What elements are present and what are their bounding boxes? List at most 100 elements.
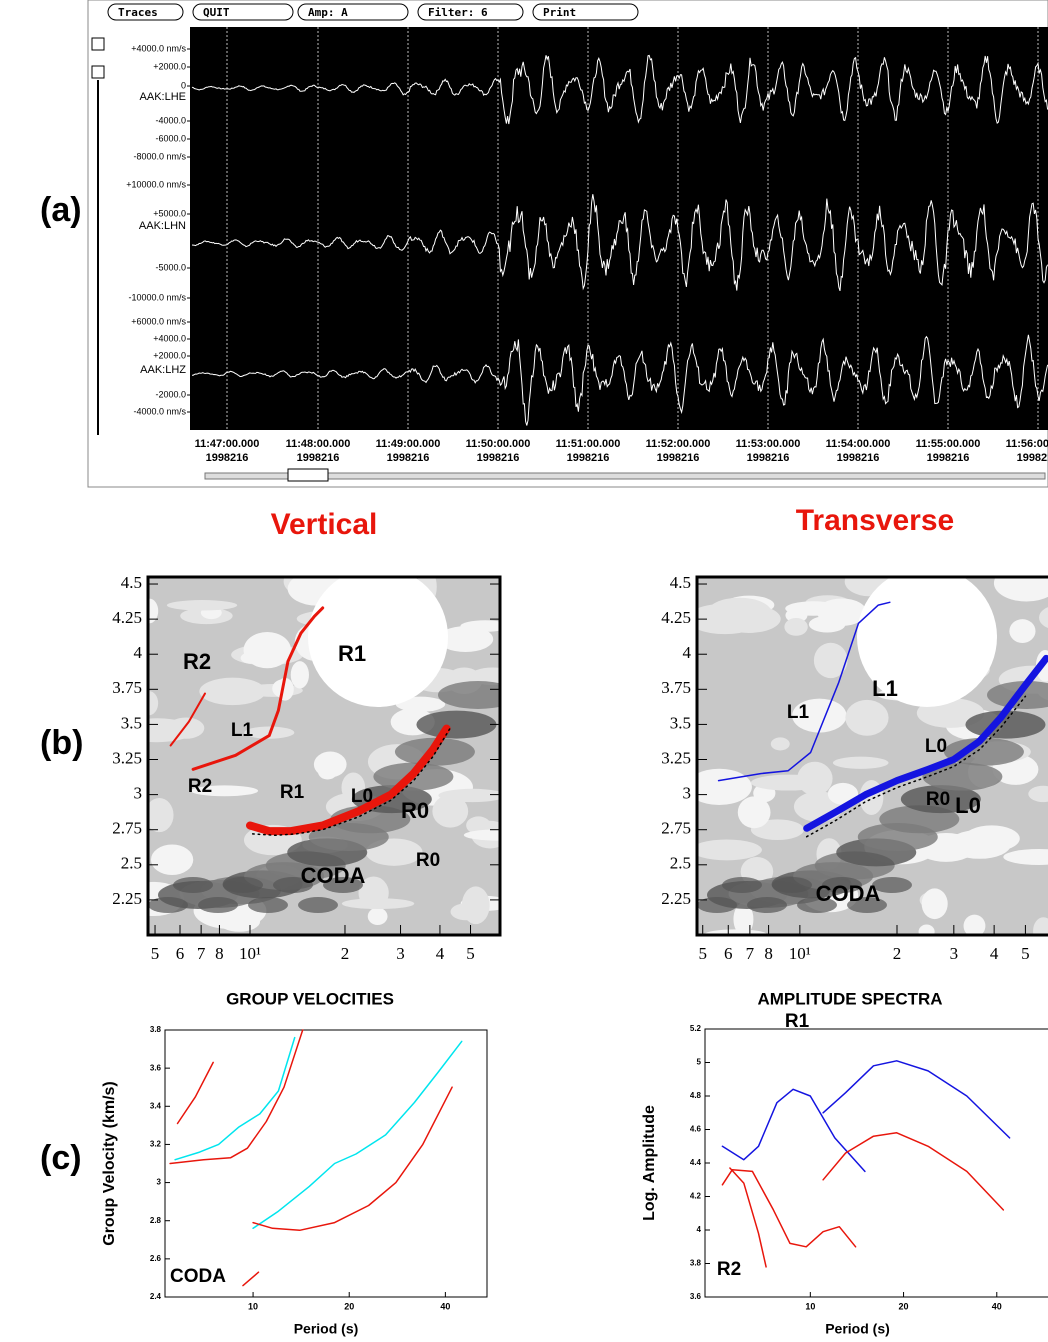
contour-level [918,924,935,935]
chart-title: Vertical [271,508,378,541]
series-label: L0 [955,793,981,818]
contour-level [943,737,1024,766]
series-line [721,1168,857,1248]
x-tick-label: 8 [215,944,224,963]
contour-level [847,897,887,913]
series-label: L0 [351,786,373,807]
contour-level [872,877,912,893]
toolbar-button[interactable] [107,3,184,21]
trace-tick-label: -10000.0 nm/s [128,292,186,302]
plot-frame [146,575,502,937]
date-label: 1998216 [747,452,790,464]
x-tick-label: 5 [1021,944,1030,963]
trace-tick-label: +4000.0 [153,333,186,343]
y-tick-label: 4.25 [112,608,142,627]
time-label: 11:51:00.000 [556,438,621,450]
contour-level [1039,607,1048,628]
trace-tick-label: +2000.0 [153,350,186,360]
contour-level [150,844,194,876]
y-tick-label: 3.8 [150,1025,162,1034]
contour-level [173,877,213,893]
series-line [729,1167,767,1268]
time-label: 11:49:00.000 [376,438,441,450]
toolbar-button[interactable] [192,3,294,21]
y-tick-label: 3.75 [112,678,142,697]
contour-level [148,690,159,716]
series-line [721,1088,866,1173]
y-tick-label: 3 [683,784,692,803]
x-tick-label: 40 [440,1301,450,1311]
y-axis-label: Group Velocity (km/s) [101,1081,118,1245]
trace-tick-label: -8000.0 nm/s [133,151,186,161]
toolbar-button-label: Amp: A [308,6,348,19]
series-line [191,606,325,771]
series-line [174,1036,296,1161]
series-line [242,1271,260,1287]
y-tick-label: 4 [134,643,143,662]
toolbar-button[interactable] [297,3,409,21]
contour-level [432,794,469,828]
series-line [251,727,451,837]
y-tick-label: 2.5 [670,854,691,873]
x-tick-label: 10¹ [789,944,811,963]
contour-level [463,829,500,841]
contour-image [148,577,500,935]
trace-area [190,27,1048,430]
contour-level [816,598,867,626]
plot-frame [164,1029,488,1298]
date-label: 1998216 [477,452,520,464]
contour-level [922,762,1003,791]
scroll-down[interactable] [91,65,105,79]
plot-frame [695,575,1048,937]
x-tick-label: 2 [341,944,350,963]
trace-name: AAK:LHE [140,91,186,103]
h-scroll-thumb[interactable] [287,468,329,482]
y-tick-label: 3 [157,1178,162,1187]
x-tick-label: 7 [197,944,206,963]
time-label: 11:50:00.000 [466,438,531,450]
contour-level [747,897,787,913]
contour-level [900,785,981,814]
x-tick-label: 20 [344,1301,354,1311]
contour-level [963,914,986,935]
y-tick-label: 3.6 [690,1292,702,1301]
x-tick-label: 8 [764,944,773,963]
x-tick-label: 6 [176,944,185,963]
y-tick-label: 3.5 [670,713,691,732]
contour-level [395,696,446,712]
contour-level [148,598,159,624]
contour-level [921,888,948,920]
contour-level [308,577,448,707]
y-tick-label: 5.2 [690,1024,702,1033]
x-axis-label: Period (s) [294,1321,359,1337]
x-tick-label: 7 [746,944,755,963]
toolbar-button[interactable] [417,3,524,21]
y-tick-label: 3.4 [150,1101,162,1110]
x-tick-label: 2 [893,944,902,963]
y-tick-label: 3.25 [112,748,142,767]
contour-level [827,782,859,805]
y-tick-label: 2.6 [150,1254,162,1263]
h-scrollbar[interactable] [204,472,1046,480]
contour-level [438,788,500,803]
series-label: R0 [416,850,440,871]
contour-level [469,667,500,686]
series-label: L1 [231,720,254,741]
series-line [822,1060,1011,1139]
scroll-up[interactable] [91,37,105,51]
y-tick-label: 3.6 [150,1063,162,1072]
toolbar-button[interactable] [532,3,639,21]
contour-level [813,642,848,679]
time-label: 11:54:00.000 [826,438,891,450]
chart-title: Transverse [796,504,954,537]
contour-level [461,886,490,925]
trace-name: AAK:LHZ [140,364,186,376]
series-line [169,1029,304,1165]
contour-level [770,737,790,751]
date-label: 1998216 [927,452,970,464]
y-tick-label: 4 [697,1225,702,1234]
trace-tick-label: +6000.0 nm/s [131,316,186,326]
contour-level [318,764,338,780]
contour-level [416,710,497,739]
